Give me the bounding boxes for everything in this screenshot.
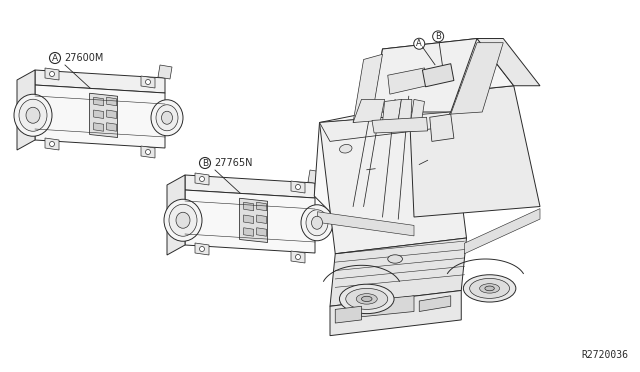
Ellipse shape bbox=[485, 286, 494, 291]
Ellipse shape bbox=[164, 199, 202, 241]
Ellipse shape bbox=[200, 176, 205, 182]
Circle shape bbox=[433, 31, 444, 42]
Ellipse shape bbox=[463, 275, 516, 302]
Polygon shape bbox=[93, 97, 104, 106]
Polygon shape bbox=[372, 117, 428, 133]
Polygon shape bbox=[383, 99, 401, 122]
Polygon shape bbox=[141, 76, 155, 88]
Ellipse shape bbox=[339, 284, 394, 314]
Ellipse shape bbox=[14, 94, 52, 136]
Ellipse shape bbox=[145, 150, 150, 154]
Polygon shape bbox=[372, 38, 477, 112]
Polygon shape bbox=[353, 54, 383, 122]
Polygon shape bbox=[317, 212, 414, 236]
Polygon shape bbox=[291, 181, 305, 193]
Polygon shape bbox=[93, 123, 104, 131]
Circle shape bbox=[49, 52, 61, 64]
Polygon shape bbox=[465, 209, 540, 254]
Ellipse shape bbox=[296, 254, 301, 260]
Polygon shape bbox=[257, 215, 267, 224]
Polygon shape bbox=[158, 65, 172, 79]
Polygon shape bbox=[319, 112, 451, 141]
Ellipse shape bbox=[151, 100, 183, 136]
Ellipse shape bbox=[49, 141, 54, 147]
Polygon shape bbox=[93, 110, 104, 119]
Ellipse shape bbox=[49, 71, 54, 77]
Polygon shape bbox=[45, 138, 59, 150]
Polygon shape bbox=[244, 215, 253, 224]
Polygon shape bbox=[477, 38, 540, 86]
Polygon shape bbox=[330, 291, 461, 336]
Polygon shape bbox=[195, 173, 209, 185]
Polygon shape bbox=[167, 175, 185, 255]
Polygon shape bbox=[239, 198, 268, 243]
Polygon shape bbox=[411, 99, 424, 122]
Polygon shape bbox=[451, 43, 503, 114]
Polygon shape bbox=[362, 296, 414, 317]
Ellipse shape bbox=[362, 296, 372, 302]
Ellipse shape bbox=[356, 294, 377, 304]
Polygon shape bbox=[383, 38, 514, 96]
Polygon shape bbox=[257, 202, 267, 211]
Polygon shape bbox=[244, 202, 253, 211]
Polygon shape bbox=[35, 70, 165, 93]
Polygon shape bbox=[353, 99, 385, 122]
Ellipse shape bbox=[176, 212, 190, 228]
Text: A: A bbox=[417, 39, 422, 48]
Ellipse shape bbox=[200, 247, 205, 251]
Polygon shape bbox=[409, 86, 540, 217]
Polygon shape bbox=[330, 238, 467, 306]
Polygon shape bbox=[314, 49, 414, 233]
Ellipse shape bbox=[312, 216, 323, 229]
Ellipse shape bbox=[339, 144, 352, 153]
Ellipse shape bbox=[156, 105, 178, 131]
Circle shape bbox=[200, 157, 211, 169]
Polygon shape bbox=[257, 228, 267, 236]
Text: A: A bbox=[52, 54, 58, 62]
Polygon shape bbox=[107, 123, 116, 131]
Polygon shape bbox=[107, 110, 116, 119]
Ellipse shape bbox=[145, 80, 150, 84]
Polygon shape bbox=[244, 228, 253, 236]
Polygon shape bbox=[35, 85, 165, 148]
Polygon shape bbox=[429, 114, 454, 141]
Ellipse shape bbox=[169, 204, 197, 236]
Polygon shape bbox=[335, 306, 362, 323]
Ellipse shape bbox=[388, 255, 403, 263]
Polygon shape bbox=[17, 70, 35, 150]
Polygon shape bbox=[291, 251, 305, 263]
Circle shape bbox=[413, 38, 425, 49]
Ellipse shape bbox=[296, 185, 301, 189]
Ellipse shape bbox=[470, 278, 509, 298]
Polygon shape bbox=[308, 170, 322, 184]
Polygon shape bbox=[398, 99, 412, 121]
Polygon shape bbox=[388, 68, 427, 94]
Polygon shape bbox=[185, 190, 315, 253]
Polygon shape bbox=[107, 97, 116, 106]
Text: B: B bbox=[202, 158, 208, 167]
Ellipse shape bbox=[479, 284, 500, 293]
Polygon shape bbox=[195, 243, 209, 255]
Text: B: B bbox=[435, 32, 441, 41]
Polygon shape bbox=[141, 146, 155, 158]
Text: R2720036: R2720036 bbox=[581, 350, 628, 360]
Ellipse shape bbox=[306, 210, 328, 236]
Polygon shape bbox=[319, 112, 467, 254]
Ellipse shape bbox=[301, 205, 333, 241]
Polygon shape bbox=[422, 64, 454, 87]
Text: 27765N: 27765N bbox=[214, 158, 253, 168]
Polygon shape bbox=[419, 296, 451, 311]
Ellipse shape bbox=[26, 107, 40, 123]
Ellipse shape bbox=[19, 99, 47, 131]
Polygon shape bbox=[185, 175, 315, 198]
Ellipse shape bbox=[346, 288, 388, 310]
Polygon shape bbox=[90, 93, 118, 138]
Ellipse shape bbox=[161, 111, 173, 124]
Text: 27600M: 27600M bbox=[64, 53, 104, 63]
Polygon shape bbox=[45, 68, 59, 80]
